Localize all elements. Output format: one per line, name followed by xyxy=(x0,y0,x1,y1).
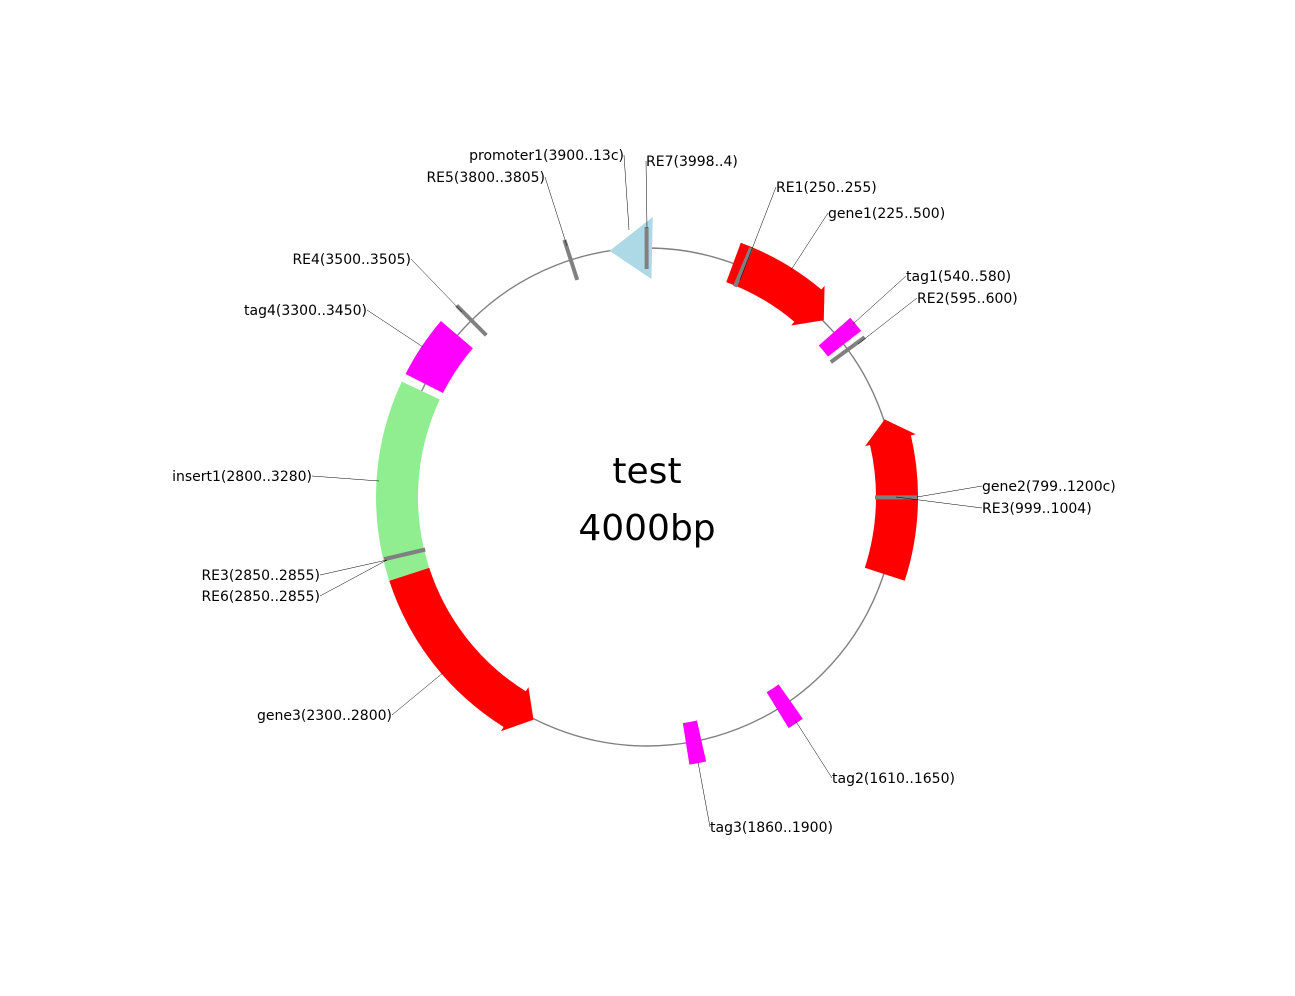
features-layer xyxy=(375,217,918,765)
label-RE1: RE1(250..255) xyxy=(776,180,877,196)
site-RE6 xyxy=(383,547,426,562)
label-tag1: tag1(540..580) xyxy=(906,269,1011,285)
label-RE4: RE4(3500..3505) xyxy=(292,252,411,268)
leader-RE3a xyxy=(895,496,983,509)
feature-tag3 xyxy=(682,720,707,765)
label-insert1: insert1(2800..3280) xyxy=(172,469,312,485)
leader-RE1 xyxy=(739,186,777,281)
feature-tag4 xyxy=(405,321,473,394)
label-tag2: tag2(1610..1650) xyxy=(832,771,955,787)
leader-gene2 xyxy=(916,485,983,498)
feature-tag1 xyxy=(818,317,862,357)
label-RE6: RE6(2850..2855) xyxy=(201,589,320,605)
label-RE2: RE2(595..600) xyxy=(917,291,1018,307)
label-gene3: gene3(2300..2800) xyxy=(257,708,392,724)
leader-promoter1 xyxy=(623,154,630,231)
label-tag3: tag3(1860..1900) xyxy=(710,820,833,836)
leader-tag1 xyxy=(852,275,907,325)
leader-RE4 xyxy=(410,258,463,313)
leader-RE7 xyxy=(645,160,648,229)
feature-gene3 xyxy=(389,567,534,732)
feature-gene1 xyxy=(726,242,825,326)
leader-RE3b xyxy=(319,559,388,576)
leader-tag2 xyxy=(794,719,833,779)
label-gene2: gene2(799..1200c) xyxy=(982,479,1116,495)
leader-gene3 xyxy=(391,671,445,716)
feature-gene2 xyxy=(864,419,918,581)
leaders-layer xyxy=(311,154,983,828)
leader-tag3 xyxy=(697,761,711,828)
label-RE7: RE7(3998..4) xyxy=(646,154,738,170)
label-gene1: gene1(225..500) xyxy=(828,206,945,222)
feature-promoter1 xyxy=(609,217,653,280)
leader-gene1 xyxy=(790,212,829,271)
label-RE5: RE5(3800..3805) xyxy=(426,170,545,186)
labels-layer: gene1(225..500) RE1(250..255) tag1(540..58… xyxy=(172,148,1116,836)
sites-layer xyxy=(383,226,918,562)
label-tag4: tag4(3300..3450) xyxy=(244,303,367,319)
plasmid-name: test xyxy=(612,451,681,492)
label-RE3a: RE3(999..1004) xyxy=(982,501,1092,517)
feature-tag2 xyxy=(766,684,803,729)
site-RE2 xyxy=(829,335,866,364)
leader-insert1 xyxy=(311,475,380,482)
site-RE5 xyxy=(562,239,580,281)
leader-RE6 xyxy=(319,559,388,597)
site-RE4 xyxy=(455,304,488,337)
label-RE3b: RE3(2850..2855) xyxy=(201,568,320,584)
site-RE1 xyxy=(733,247,753,288)
leader-tag4 xyxy=(366,309,424,348)
feature-insert1 xyxy=(375,381,440,581)
plasmid-length: 4000bp xyxy=(578,508,715,549)
leader-RE2 xyxy=(857,297,918,345)
leader-RE5 xyxy=(544,176,568,247)
label-promoter1: promoter1(3900..13c) xyxy=(469,148,624,164)
